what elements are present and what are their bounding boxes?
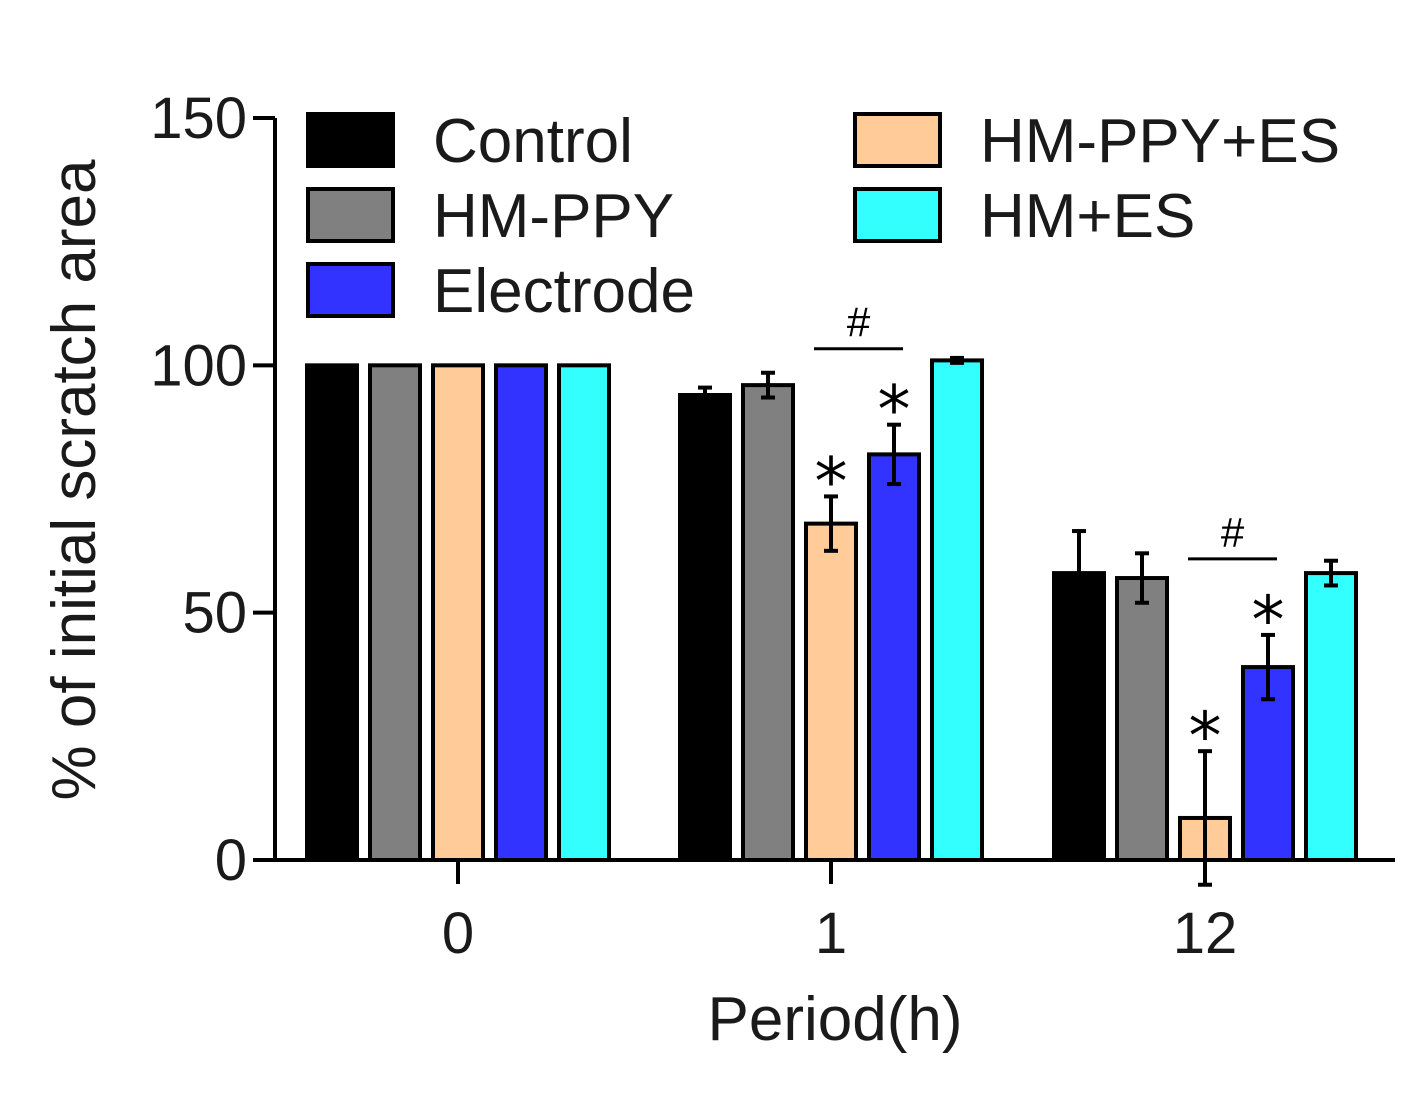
y-tick-label: 100 [150, 333, 247, 398]
bar [494, 363, 548, 862]
y-tick-label: 0 [215, 828, 247, 893]
significance-star: * [1252, 582, 1285, 659]
significance-star: * [878, 372, 911, 449]
legend-swatch [853, 112, 942, 168]
legend-label: Control [433, 107, 633, 176]
y-tick-label: 150 [150, 86, 247, 151]
bar [368, 363, 422, 862]
bar [305, 363, 359, 862]
bar [804, 521, 858, 862]
significance-hash: # [847, 299, 871, 346]
x-tick-label: 1 [815, 901, 847, 966]
y-tick-label: 50 [182, 581, 247, 646]
bar [431, 363, 485, 862]
legend-label: Electrode [433, 257, 695, 326]
bar [930, 358, 984, 862]
significance-hash: # [1221, 509, 1245, 556]
bar [867, 452, 921, 862]
legend-label: HM-PPY [433, 182, 674, 251]
bar [678, 393, 732, 862]
legend-swatch [306, 187, 395, 243]
y-axis-title: % of initial scratch area [40, 159, 109, 800]
x-tick-label: 12 [1173, 901, 1238, 966]
legend-label: HM+ES [980, 182, 1195, 251]
x-axis-title: Period(h) [708, 985, 963, 1054]
bar [1115, 576, 1169, 862]
significance-star: * [1189, 698, 1222, 775]
legend-swatch [853, 187, 942, 243]
legend-swatch [306, 112, 395, 168]
legend-swatch [306, 262, 395, 318]
x-tick-label: 0 [442, 901, 474, 966]
significance-star: * [815, 443, 848, 520]
legend-label: HM-PPY+ES [980, 107, 1340, 176]
bar [1304, 571, 1358, 862]
bar [557, 363, 611, 862]
bar [741, 383, 795, 862]
